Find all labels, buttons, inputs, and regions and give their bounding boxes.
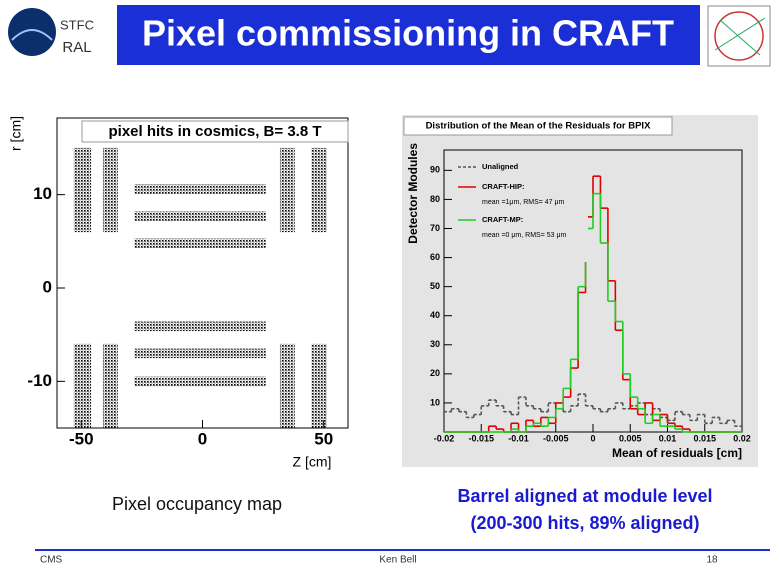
x-tick-label: 0.015 [693,433,716,443]
x-tick-label: 0.005 [619,433,642,443]
hit-region [134,321,266,332]
hit-region [73,147,92,233]
legend-box [453,158,588,262]
hit-region [311,343,327,429]
hit-region [134,211,266,221]
legend-label: CRAFT-MP: [482,215,523,224]
y-tick-label: -10 [27,371,52,390]
y-tick-label: 20 [430,368,440,378]
x-tick-label: 0.02 [733,433,751,443]
cms-logo-ring [714,11,764,61]
hit-region [134,376,266,387]
title-box [403,116,673,136]
y-tick-label: 60 [430,252,440,262]
hit-region [102,343,118,429]
y-tick-label: 50 [430,281,440,291]
footer-text: Ken Bell [379,555,416,566]
title-box [117,5,700,65]
x-tick-label: 50 [314,429,333,448]
hit-region [102,147,118,233]
y-tick-label: 10 [33,184,52,203]
x-axis-label: Mean of residuals [cm] [612,446,742,460]
y-tick-label: 10 [430,397,440,407]
title-box [81,120,349,143]
logo-text: RAL [62,39,91,56]
y-tick-label: 0 [43,277,52,296]
x-tick-label: -0.02 [434,433,455,443]
caption: Pixel occupancy map [112,494,282,514]
hit-region [134,348,266,359]
logo-text: STFC [60,17,94,32]
x-axis-label: Z [cm] [293,454,332,470]
hit-region [134,238,266,249]
slide-title: Pixel commissioning in CRAFT [142,13,674,54]
charts: pixel hits in cosmics, B= 3.8 T -50 0 50 -10… [8,116,751,470]
cms-logo-tracks [714,17,766,56]
legend-label: Unaligned [482,162,519,171]
x-tick-label: 0 [590,433,595,443]
y-axis-label: r [cm] [8,116,24,151]
caption: (200-300 hits, 89% aligned) [470,513,699,533]
x-tick-label: -0.01 [508,433,529,443]
logo [8,8,56,56]
x-tick-label: -0.005 [543,433,569,443]
hit-region [134,184,266,194]
y-tick-label: 80 [430,194,440,204]
x-tick-label: 0 [198,429,207,448]
footer-text: 18 [706,555,718,566]
legend-note: mean =1μm, RMS= 47 μm [482,199,565,206]
chart-title: Distribution of the Mean of the Residual… [426,121,652,132]
hit-region [311,147,327,233]
hit-region [279,343,295,429]
x-tick-label: -0.015 [468,433,494,443]
hit-region [73,343,92,429]
hit-region [279,147,295,233]
y-axis-label: Detector Modules [406,143,420,244]
y-tick-label: 40 [430,310,440,320]
legend-label: CRAFT-HIP: [482,182,525,191]
legend-note: mean =0 μm, RMS= 53 μm [482,232,566,239]
chart-title: pixel hits in cosmics, B= 3.8 T [109,123,322,140]
caption: Barrel aligned at module level [457,486,712,506]
x-tick-label: -50 [69,429,94,448]
footer-text: CMS [40,555,63,566]
logo-arc [11,29,53,41]
x-tick-label: 0.01 [659,433,677,443]
y-tick-label: 70 [430,223,440,233]
y-tick-label: 90 [430,165,440,175]
y-tick-label: 30 [430,339,440,349]
